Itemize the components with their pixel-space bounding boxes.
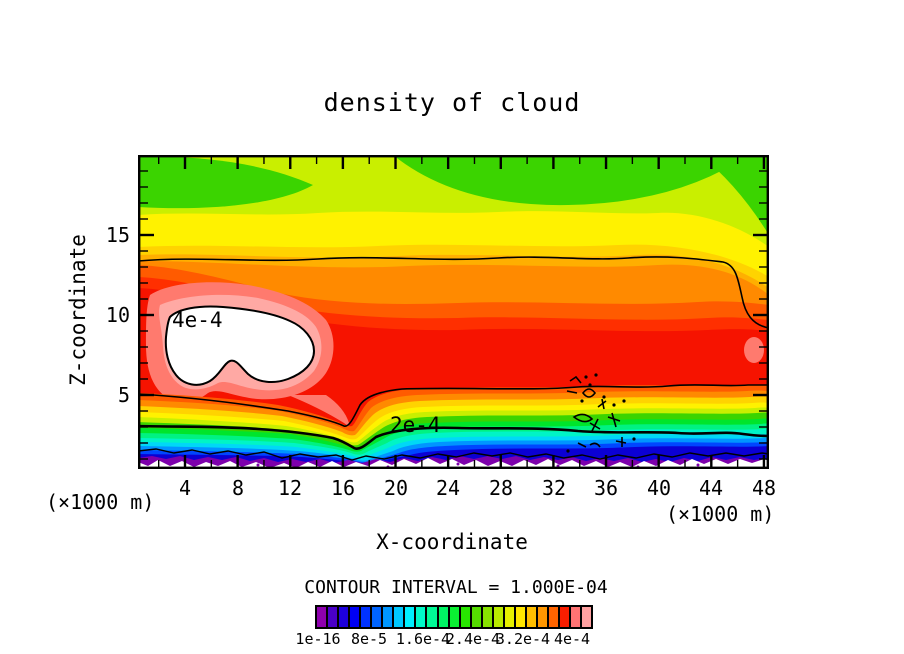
- colorbar-cell: [337, 607, 349, 627]
- contour-interval-note: CONTOUR INTERVAL = 1.000E-04: [304, 577, 608, 598]
- contour-label-4e-4: 4e-4: [172, 308, 223, 332]
- colorbar: [315, 605, 593, 629]
- colorbar-cell: [458, 607, 470, 627]
- x-tick-20: 20: [383, 476, 409, 500]
- y-axis-label: Z-coordinate: [66, 234, 90, 386]
- colorbar-label-1.6e-4: 1.6e-4: [395, 630, 451, 648]
- x-tick-28: 28: [488, 476, 514, 500]
- colorbar-cell: [535, 607, 547, 627]
- colorbar-cell: [392, 607, 404, 627]
- colorbar-cell: [403, 607, 415, 627]
- colorbar-cell: [580, 607, 592, 627]
- contour-field: 4e-4 2e-4: [138, 155, 769, 469]
- colorbar-cell: [491, 607, 503, 627]
- contour-label-2e-4: 2e-4: [390, 413, 441, 437]
- colorbar-cell: [569, 607, 581, 627]
- colorbar-cell: [469, 607, 481, 627]
- x-tick-24: 24: [435, 476, 461, 500]
- y-tick-5: 5: [117, 383, 130, 407]
- chart-title: density of cloud: [323, 88, 581, 117]
- contour-speck-dots: [566, 373, 636, 453]
- colorbar-cell: [317, 607, 327, 627]
- colorbar-cell: [326, 607, 338, 627]
- x-unit-note-left: (×1000 m): [46, 490, 155, 514]
- x-axis-label: X-coordinate: [376, 530, 528, 554]
- x-tick-40: 40: [646, 476, 672, 500]
- x-tick-8: 8: [231, 476, 245, 500]
- plot-area: 4e-4 2e-4: [138, 155, 769, 469]
- colorbar-cell: [502, 607, 514, 627]
- noisy-contour-cluster: [566, 375, 627, 448]
- colorbar-label-3.2e-4: 3.2e-4: [495, 630, 551, 648]
- colorbar-cell: [359, 607, 371, 627]
- colorbar-cell: [370, 607, 382, 627]
- colorbar-cell: [480, 607, 492, 627]
- colorbar-cell: [425, 607, 437, 627]
- axis-tick-marks: [140, 157, 767, 467]
- y-tick-15: 15: [105, 223, 130, 247]
- colorbar-cell: [524, 607, 536, 627]
- x-tick-44: 44: [698, 476, 724, 500]
- colorbar-label-1e-16: 1e-16: [295, 630, 341, 648]
- x-tick-36: 36: [593, 476, 619, 500]
- colorbar-cell: [558, 607, 570, 627]
- x-tick-32: 32: [541, 476, 567, 500]
- colorbar-cell: [436, 607, 448, 627]
- colorbar-cell: [447, 607, 459, 627]
- y-tick-10: 10: [105, 303, 130, 327]
- colorbar-label-8e-5: 8e-5: [350, 630, 388, 648]
- contour-lines: [138, 256, 769, 461]
- x-tick-16: 16: [330, 476, 356, 500]
- colorbar-cell: [348, 607, 360, 627]
- axes-frame: [138, 155, 769, 469]
- colorbar-labels: 1e-16 8e-5 1.6e-4 2.4e-4 3.2e-4 4e-4: [295, 630, 593, 648]
- colorbar-label-2.4e-4: 2.4e-4: [445, 630, 501, 648]
- colorbar-cell: [546, 607, 559, 627]
- colorbar-label-4e-4: 4e-4: [553, 630, 591, 648]
- colorbar-cell: [381, 607, 393, 627]
- x-unit-note-right: (×1000 m): [666, 502, 775, 526]
- colorbar-cell: [513, 607, 525, 627]
- colorbar-cell: [414, 607, 426, 627]
- x-tick-4: 4: [178, 476, 192, 500]
- x-tick-48: 48: [751, 476, 777, 500]
- x-tick-12: 12: [277, 476, 303, 500]
